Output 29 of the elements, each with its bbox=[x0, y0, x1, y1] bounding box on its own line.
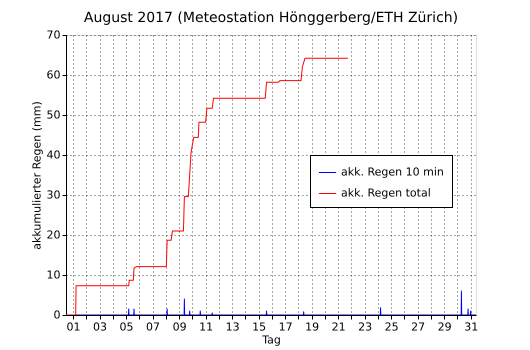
x-tick-label: 17 bbox=[278, 320, 293, 334]
x-tick-label: 27 bbox=[411, 320, 426, 334]
y-tick-label: 50 bbox=[46, 108, 60, 122]
y-tick-label: 40 bbox=[46, 148, 60, 162]
legend-label: akk. Regen total bbox=[341, 186, 431, 200]
x-tick-label: 19 bbox=[305, 320, 320, 334]
y-tick-label: 10 bbox=[46, 268, 60, 282]
x-axis-title: Tag bbox=[261, 334, 281, 346]
x-tick-label: 11 bbox=[199, 320, 214, 334]
y-tick-label: 20 bbox=[46, 228, 60, 242]
x-tick-label: 15 bbox=[252, 320, 266, 334]
y-tick-label: 0 bbox=[54, 308, 60, 322]
x-tick-label: 29 bbox=[438, 320, 452, 334]
chart-title: August 2017 (Meteostation Hönggerberg/ETH Zürich) bbox=[84, 10, 458, 26]
x-tick-label: 25 bbox=[384, 320, 399, 334]
y-tick-label: 30 bbox=[46, 188, 60, 202]
x-tick-label: 13 bbox=[226, 320, 240, 334]
x-tick-label: 03 bbox=[93, 320, 108, 334]
x-tick-label: 07 bbox=[146, 320, 160, 334]
y-tick-label: 60 bbox=[46, 68, 60, 82]
x-tick-label: 05 bbox=[120, 320, 134, 334]
y-tick-label: 70 bbox=[46, 28, 60, 42]
x-tick-label: 23 bbox=[358, 320, 372, 334]
x-tick-label: 31 bbox=[464, 320, 478, 334]
x-tick-label: 01 bbox=[66, 320, 81, 334]
x-tick-label: 09 bbox=[172, 320, 187, 334]
legend-label: akk. Regen 10 min bbox=[341, 166, 444, 178]
y-axis-title: akkumulierter Regen (mm) bbox=[30, 101, 44, 250]
x-tick-label: 21 bbox=[332, 320, 346, 334]
